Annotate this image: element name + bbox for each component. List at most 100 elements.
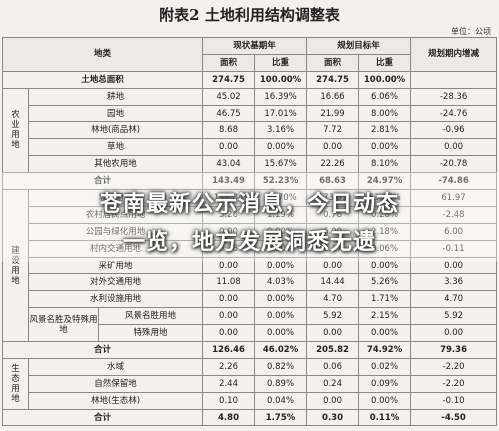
cell: 0.00: [306, 391, 360, 410]
cell: -0.10: [410, 391, 498, 410]
table-body: 土地总面积 274.75 100.00% 274.75 100.00% 农业用地 耕地 45.…: [1, 70, 498, 427]
cell: 水利设施用地: [27, 290, 204, 309]
cell: 2.81%: [358, 121, 412, 140]
cell: 0.02%: [358, 357, 412, 376]
cell: 274.75: [202, 70, 256, 89]
cell: 1.71%: [358, 290, 412, 309]
row: 合计 126.46 46.02% 205.82 74.92% 79.36: [1, 341, 498, 359]
cell: 风景名胜及特殊用地: [28, 307, 99, 343]
row: 水利设施用地 0.00 0.00% 4.70 1.71% 4.70: [3, 290, 498, 309]
cell: 0.00: [410, 138, 498, 157]
cell: 4.03%: [254, 273, 308, 292]
cell: 45.02: [202, 87, 256, 106]
row: 林地(生态林) 0.10 0.04% 0.00 0.00% -0.10: [3, 391, 498, 410]
cell: 205.82: [306, 341, 360, 359]
cell: 274.75: [306, 70, 360, 89]
cell: -20.78: [410, 155, 498, 174]
cell: 14.44: [306, 273, 360, 292]
cell: 2.15%: [358, 307, 412, 326]
header-cell: 地类: [1, 37, 204, 72]
cell: -2.20: [410, 374, 498, 393]
title: 附表2 土地利用结构调整表: [159, 6, 340, 24]
cell: 74.92%: [358, 341, 412, 359]
cell: 43.04: [202, 155, 256, 174]
cell: -24.76: [410, 104, 498, 123]
cell: 5.26%: [358, 273, 412, 292]
cell: 0.00%: [358, 138, 412, 157]
cell: 2.26: [202, 357, 256, 376]
cell: 耕地: [27, 87, 204, 106]
cell: 3.36: [410, 273, 498, 292]
row: 建设用地 城镇用地 111.84 40.70% 173.81 63.27% 61.97: [2, 189, 498, 343]
cell: 0.04%: [254, 391, 308, 410]
row: 自然保留地 2.44 0.89% 0.24 0.09% -2.20: [3, 374, 498, 393]
cell: 61.97: [410, 189, 498, 207]
cell: 0.00%: [254, 324, 308, 343]
header-cell: 比重: [254, 53, 308, 72]
cell: 0.00: [202, 290, 256, 309]
cell: 4.70: [306, 290, 360, 309]
row: 风景名胜及特殊用地 风景名胜用地 0.00 0.00% 5.92 2.15% 5.92: [3, 307, 498, 343]
cell: 0.00: [202, 324, 256, 343]
cell: 0.89%: [254, 374, 308, 393]
cell: 5.92: [410, 307, 498, 326]
cell: 生态用地: [2, 357, 29, 410]
header-cell: 规划期内增减: [410, 37, 498, 72]
cell: 0.30: [306, 408, 360, 427]
cell: 0.09%: [358, 374, 412, 393]
row: 对外交通用地 11.08 4.03% 14.44 5.26% 3.36: [3, 273, 498, 292]
row: 生态用地 水域 2.26 0.82% 0.06 0.02% -2.20: [2, 357, 498, 410]
cell: 0.11%: [358, 408, 412, 427]
cell: 0.06: [306, 357, 360, 376]
cell: 农业用地: [2, 87, 29, 174]
cell: 0.00%: [254, 307, 308, 326]
cell: 16.66: [306, 87, 360, 106]
cell: 其他农用地: [27, 155, 204, 174]
cell: -4.50: [410, 408, 498, 427]
cell: 7.72: [306, 121, 360, 140]
cell: 园地: [27, 104, 204, 123]
cell: 8.10%: [358, 155, 412, 174]
land-use-table: 地类 现状基期年 规划目标年 规划期内增减 面积 比重 面积 比重 土地总面积 2…: [1, 37, 498, 427]
cell: 0.00: [202, 307, 256, 326]
cell: 自然保留地: [27, 374, 204, 393]
row: 其他农用地 43.04 15.67% 22.26 8.10% -20.78: [3, 155, 498, 174]
cell: 11.08: [202, 273, 256, 292]
cell: 16.39%: [254, 87, 308, 106]
header-cell: 面积: [306, 53, 360, 72]
cell: 1.75%: [254, 408, 308, 427]
cell: 79.36: [410, 341, 498, 359]
row: 林地(商品林) 8.68 3.16% 7.72 2.81% -0.96: [3, 121, 498, 140]
cell: 3.16%: [254, 121, 308, 140]
cell: 15.67%: [254, 155, 308, 174]
row: 村内交通用地 0.28 0.10% 0.17 0.06% -0.11: [3, 239, 498, 258]
cell: 126.46: [202, 341, 256, 359]
cell: 0.00: [202, 138, 256, 157]
cell: 土地总面积: [1, 70, 204, 89]
cell: 8.00%: [358, 104, 412, 123]
overlay-text: 苍南最新公示消息，今日动态: [99, 192, 399, 217]
cell: 特殊用地: [97, 324, 204, 343]
overlay-band: [0, 172, 499, 262]
row: 合计 4.80 1.75% 0.30 0.11% -4.50: [1, 408, 498, 427]
cell: 21.99: [306, 104, 360, 123]
row: 草地 0.00 0.00% 0.00 0.00% 0.00: [3, 138, 498, 157]
cell: 5.92: [306, 307, 360, 326]
row: 土地总面积 274.75 100.00% 274.75 100.00%: [1, 70, 498, 89]
cell: 0.00%: [358, 391, 412, 410]
cell: 风景名胜用地: [97, 307, 204, 326]
cell: 0.00: [306, 324, 360, 343]
cell: -2.20: [410, 357, 498, 376]
cell: -28.36: [410, 87, 498, 106]
cell: 0.00%: [254, 290, 308, 309]
cell: 46.02%: [254, 341, 308, 359]
cell: 8.68: [202, 121, 256, 140]
unit: 单位：公顷: [451, 27, 491, 36]
row: 园地 46.75 17.01% 21.99 8.00% -24.76: [3, 104, 498, 123]
cell: 合计: [1, 408, 204, 427]
row: 农业用地 耕地 45.02 16.39% 16.66 6.06% -28.36: [2, 87, 498, 174]
header-cell: 规划目标年: [306, 37, 412, 55]
cell: 100.00%: [254, 70, 308, 89]
header-cell: 比重: [358, 53, 412, 72]
cell: 建设用地: [2, 189, 29, 343]
